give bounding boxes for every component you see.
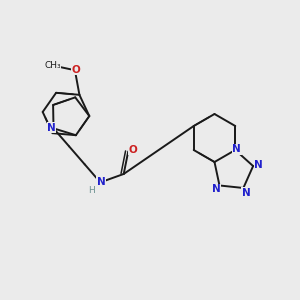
Text: N: N <box>47 123 56 133</box>
Text: H: H <box>88 186 95 195</box>
Text: O: O <box>71 64 80 75</box>
Text: N: N <box>242 188 250 198</box>
Text: N: N <box>212 184 220 194</box>
Text: N: N <box>97 177 106 187</box>
Text: CH₃: CH₃ <box>44 61 61 70</box>
Text: N: N <box>232 144 241 154</box>
Text: N: N <box>254 160 263 170</box>
Text: O: O <box>128 145 137 155</box>
